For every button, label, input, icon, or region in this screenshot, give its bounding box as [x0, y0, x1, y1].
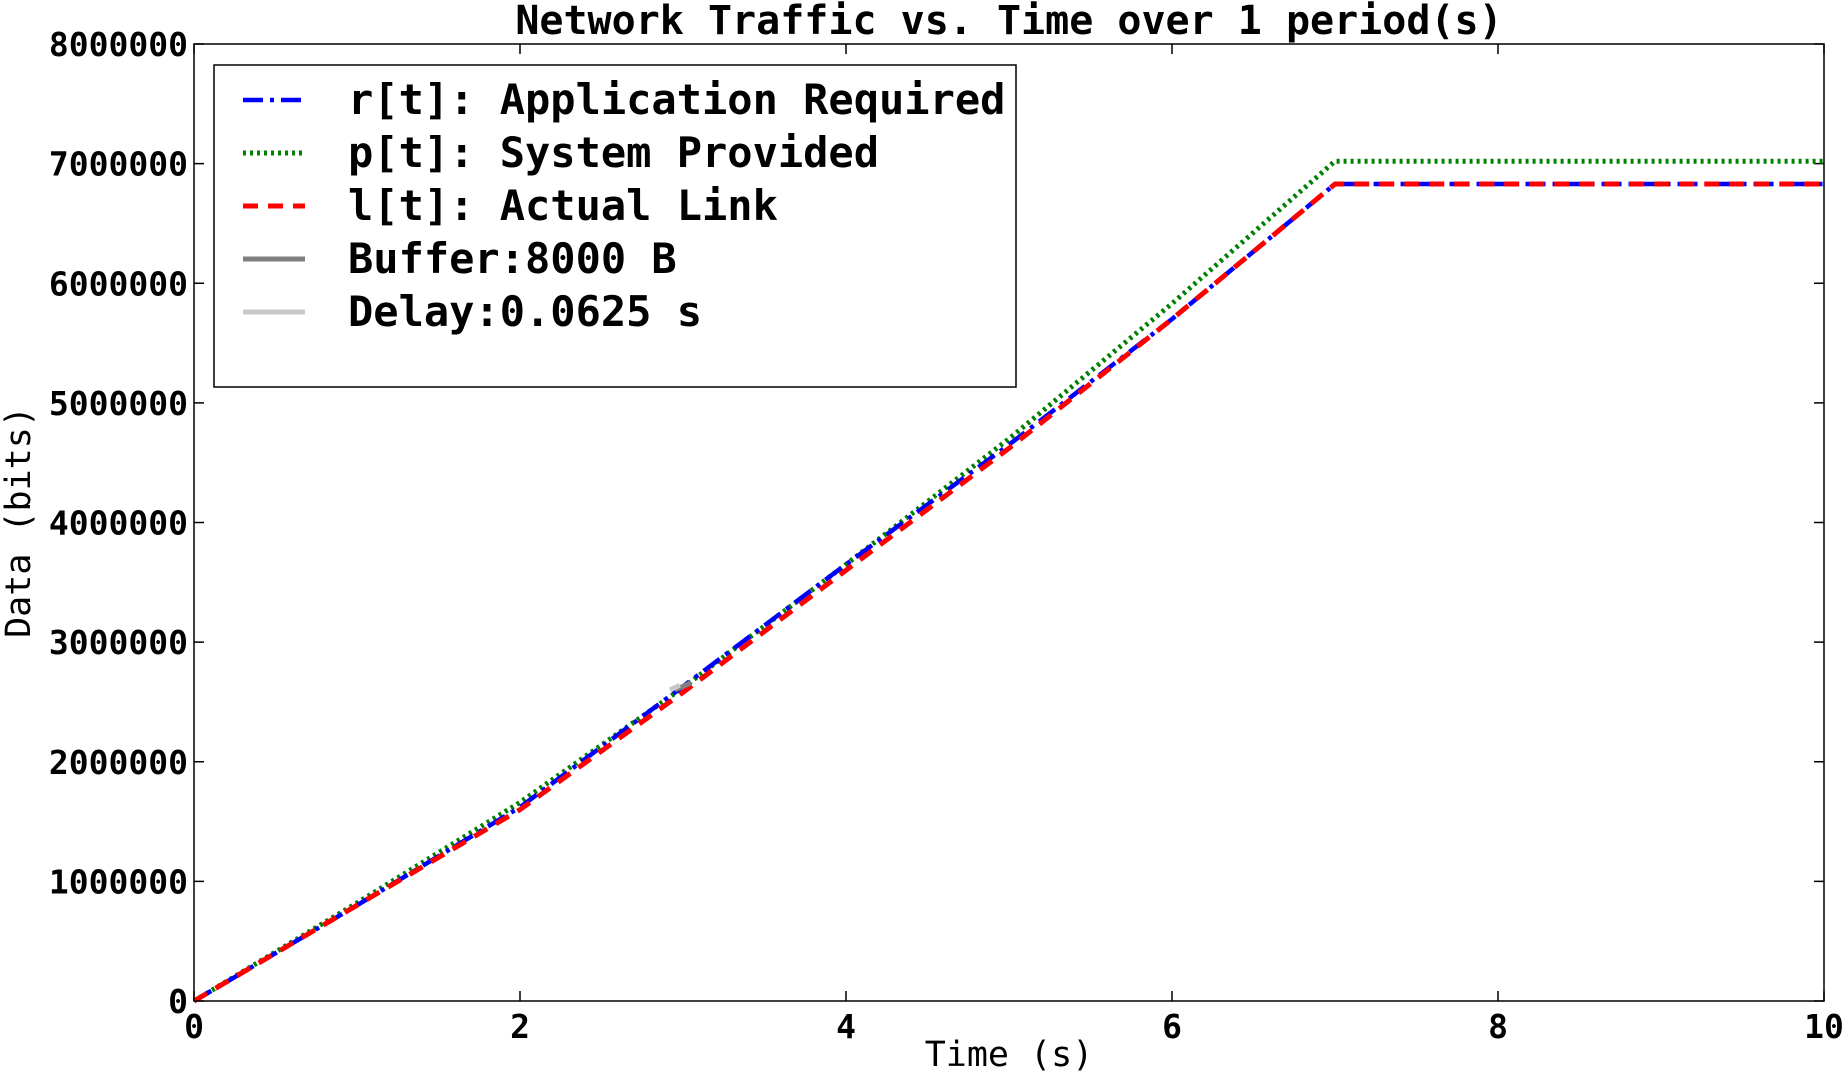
x-tick-label: 0: [184, 1007, 204, 1046]
y-tick-label: 5000000: [49, 384, 188, 423]
x-axis-label: Time (s): [925, 1035, 1094, 1075]
y-tick-label: 2000000: [49, 743, 188, 782]
series-line-1: [192, 158, 1824, 1004]
y-tick-label: 4000000: [49, 504, 188, 543]
tick-layer: 0 2 4 6 8 10 0 1000000 2000000 3000000 4000000 5000…: [49, 25, 1844, 1046]
legend-label-0: r[t]: Application Required: [348, 75, 1005, 124]
x-tick-label: 2: [510, 1007, 530, 1046]
y-tick-label: 7000000: [49, 145, 188, 184]
y-tick-label: 3000000: [49, 623, 188, 662]
legend-box: [213, 64, 1017, 388]
y-tick-label: 0: [168, 982, 188, 1021]
legend-label-2: l[t]: Actual Link: [348, 181, 778, 230]
legend-label-3: Buffer:8000 B: [348, 234, 677, 283]
y-tick-label: 6000000: [49, 264, 188, 303]
series-layer: [192, 158, 1824, 1004]
y-axis-label: Data (bits): [0, 406, 39, 638]
x-tick-label: 4: [836, 1007, 856, 1046]
plot-frame: [193, 43, 1825, 1002]
x-tick-label: 8: [1488, 1007, 1508, 1046]
legend-label-1: p[t]: System Provided: [348, 128, 879, 177]
x-tick-label: 6: [1162, 1007, 1182, 1046]
y-tick-label: 8000000: [49, 25, 188, 64]
legend-label-4: Delay:0.0625 s: [348, 287, 702, 336]
y-tick-label: 1000000: [49, 862, 188, 901]
x-tick-label: 10: [1804, 1007, 1844, 1046]
chart-title: Network Traffic vs. Time over 1 period(s…: [515, 0, 1502, 44]
series-line-2: [192, 181, 1824, 1004]
series-line-4: [668, 682, 681, 693]
